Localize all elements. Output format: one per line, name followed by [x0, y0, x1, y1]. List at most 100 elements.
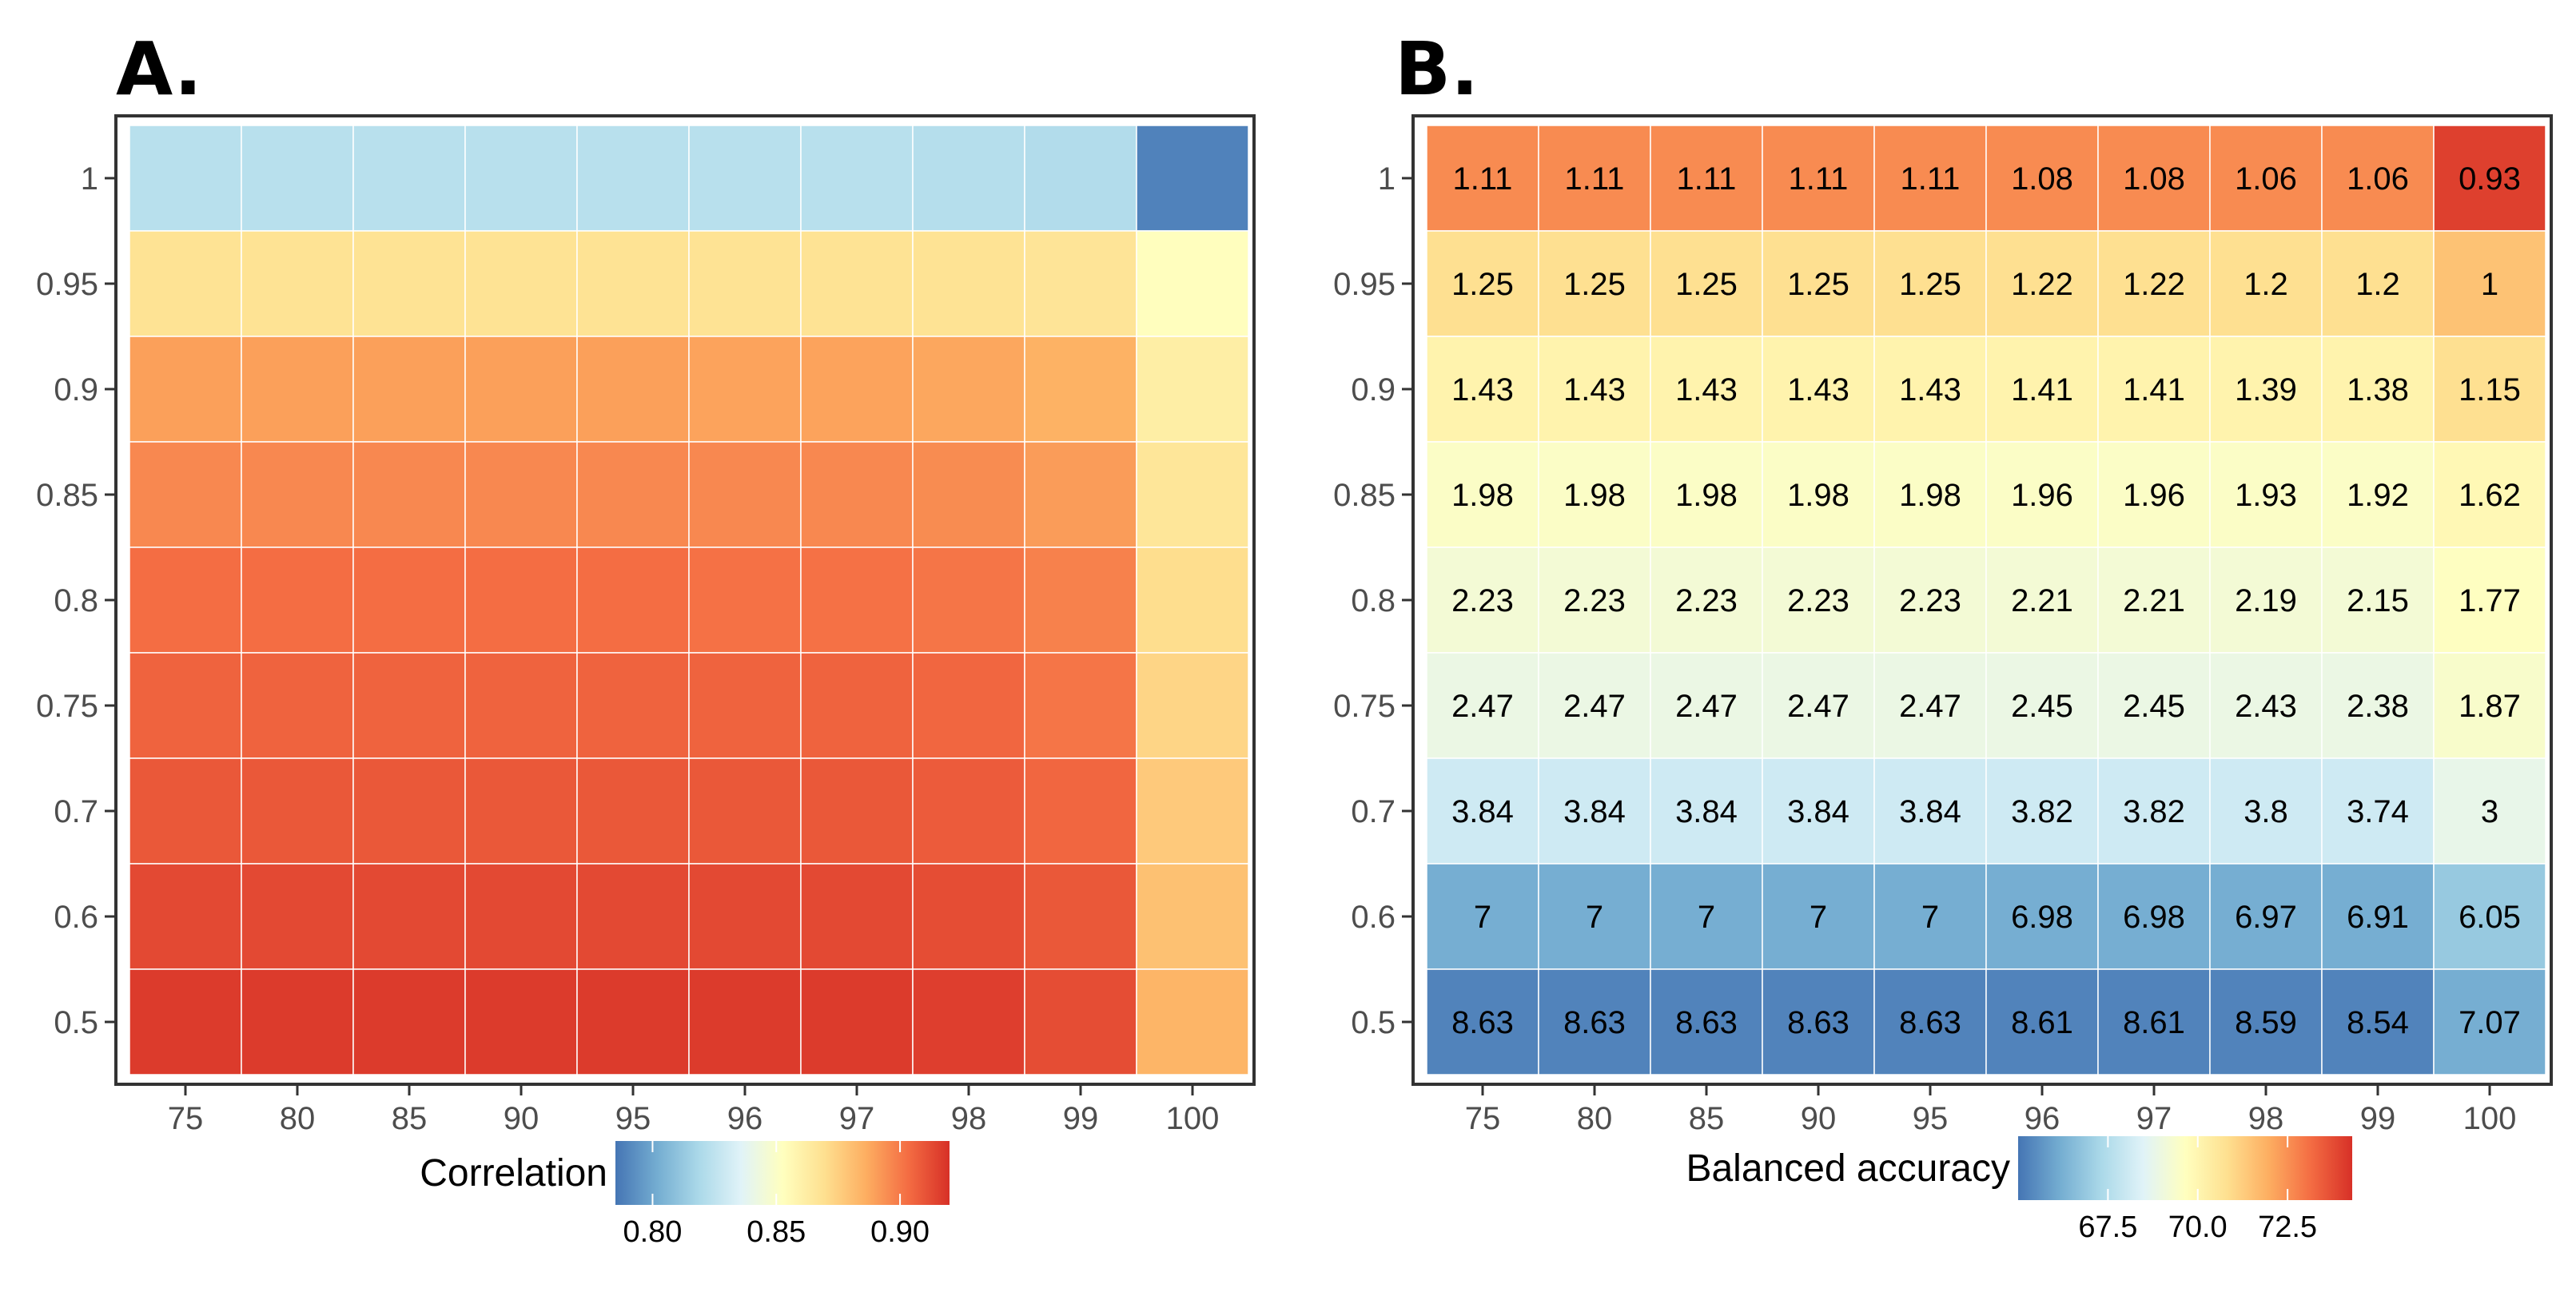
heatmap-cell [800, 757, 914, 865]
heatmap-cell [1024, 968, 1137, 1075]
heatmap-cell [2433, 441, 2546, 548]
cell-value-label: 1.25 [1563, 267, 1626, 302]
cell-value-label: 1.98 [1563, 478, 1626, 513]
heatmap-cell [2433, 968, 2546, 1075]
cell-value-label: 1.11 [1677, 161, 1737, 197]
heatmap-cell [129, 336, 242, 443]
heatmap-cell [2209, 757, 2323, 865]
heatmap-cell [2321, 230, 2435, 337]
cell-value-label: 1.25 [1451, 267, 1514, 302]
cell-value-label: 8.61 [2123, 1005, 2185, 1040]
cell-value-label: 7 [1921, 900, 1939, 935]
cell-value-label: 2.15 [2347, 583, 2409, 618]
heatmap-cell [241, 336, 354, 443]
heatmap-cell [352, 441, 466, 548]
heatmap-cell [688, 968, 802, 1075]
heatmap-cell [1762, 968, 1875, 1075]
heatmap-cell [1024, 547, 1137, 654]
heatmap-cell [688, 125, 802, 232]
heatmap-cell [1426, 968, 1539, 1075]
heatmap-cell [1985, 125, 2099, 232]
cell-value-label: 2.23 [1675, 583, 1738, 618]
colorbar-tick-label: 72.5 [2258, 1211, 2317, 1244]
heatmap-cell [1985, 968, 2099, 1075]
heatmap-cell [912, 547, 1025, 654]
heatmap-cell [2433, 652, 2546, 759]
heatmap-cell [464, 863, 578, 970]
cell-value-label: 1.43 [1451, 372, 1514, 407]
heatmap-cell [2097, 441, 2211, 548]
cell-value-label: 1.43 [1899, 372, 1961, 407]
cell-value-label: 8.54 [2347, 1005, 2409, 1040]
x-tick-label: 100 [2463, 1101, 2517, 1136]
heatmap-cell [800, 547, 914, 654]
heatmap-cell [1650, 652, 1763, 759]
heatmap-cell [2321, 968, 2435, 1075]
heatmap-cell [800, 863, 914, 970]
cell-value-label: 0.93 [2459, 161, 2521, 197]
heatmap-cell [2321, 863, 2435, 970]
heatmap-cell [2321, 547, 2435, 654]
cell-value-label: 1.2 [2355, 267, 2400, 302]
cell-value-label: 8.63 [1451, 1005, 1514, 1040]
x-tick-label: 96 [727, 1101, 763, 1136]
cell-value-label: 3.82 [2123, 794, 2185, 829]
cell-value-label: 1.08 [2123, 161, 2185, 197]
heatmap-cell [241, 757, 354, 865]
heatmap-cell [800, 125, 914, 232]
heatmap-cell [352, 336, 466, 443]
x-tick-label: 97 [2136, 1101, 2172, 1136]
heatmap-cell [464, 441, 578, 548]
cell-value-label: 1 [2481, 267, 2498, 302]
heatmap-cell [129, 547, 242, 654]
heatmap-cell [1024, 652, 1137, 759]
heatmap-cell [464, 757, 578, 865]
cell-value-label: 6.98 [2011, 900, 2073, 935]
heatmap-cell [688, 863, 802, 970]
heatmap-cell [464, 968, 578, 1075]
heatmap-cell [2209, 336, 2323, 443]
heatmap-cell [464, 336, 578, 443]
x-tick-label: 90 [1801, 1101, 1837, 1136]
heatmap-cell [688, 441, 802, 548]
cell-value-label: 3.84 [1899, 794, 1961, 829]
cell-value-label: 2.19 [2235, 583, 2297, 618]
heatmap-cell [1762, 757, 1875, 865]
heatmap-cell [2321, 441, 2435, 548]
panel-a: A. 1 0.95 0.9 0.85 0.8 0.75 0.7 0.6 0.5 75 80 85 90 95… [36, 26, 1256, 1249]
heatmap-cell [576, 230, 690, 337]
heatmap-cell [2321, 336, 2435, 443]
y-tick-label: 0.7 [54, 794, 98, 829]
x-tick-label: 75 [1465, 1101, 1501, 1136]
cell-value-label: 2.45 [2123, 689, 2185, 724]
heatmap-cell [1985, 863, 2099, 970]
legend-title: Correlation [420, 1152, 607, 1195]
cell-value-label: 1.87 [2459, 689, 2521, 724]
cell-value-label: 2.43 [2235, 689, 2297, 724]
heatmap-cell [129, 230, 242, 337]
heatmap-cell [2433, 547, 2546, 654]
y-tick-label: 0.8 [54, 583, 98, 618]
cell-value-label: 7 [1810, 900, 1827, 935]
cell-value-label: 6.97 [2235, 900, 2297, 935]
heatmap-cell [688, 652, 802, 759]
colorbar-tick-label: 0.80 [623, 1215, 682, 1249]
cell-value-label: 2.47 [1563, 689, 1626, 724]
heatmap-cell [1426, 547, 1539, 654]
x-tick-label: 80 [1577, 1101, 1613, 1136]
heatmap-cell [1985, 547, 2099, 654]
cell-value-label: 2.23 [1563, 583, 1626, 618]
cell-value-label: 1.43 [1563, 372, 1626, 407]
cell-value-label: 2.23 [1899, 583, 1961, 618]
heatmap-cell [2209, 968, 2323, 1075]
heatmap-cell [1650, 968, 1763, 1075]
heatmap-cell [1024, 336, 1137, 443]
heatmap-cell [800, 968, 914, 1075]
heatmap-cell [2209, 652, 2323, 759]
cell-value-label: 1.11 [1453, 161, 1513, 197]
y-tick-label: 0.7 [1351, 794, 1395, 829]
x-tick-label: 98 [951, 1101, 987, 1136]
cell-value-label: 3.74 [2347, 794, 2409, 829]
cell-value-label: 1.38 [2347, 372, 2409, 407]
heatmap-cell [688, 547, 802, 654]
